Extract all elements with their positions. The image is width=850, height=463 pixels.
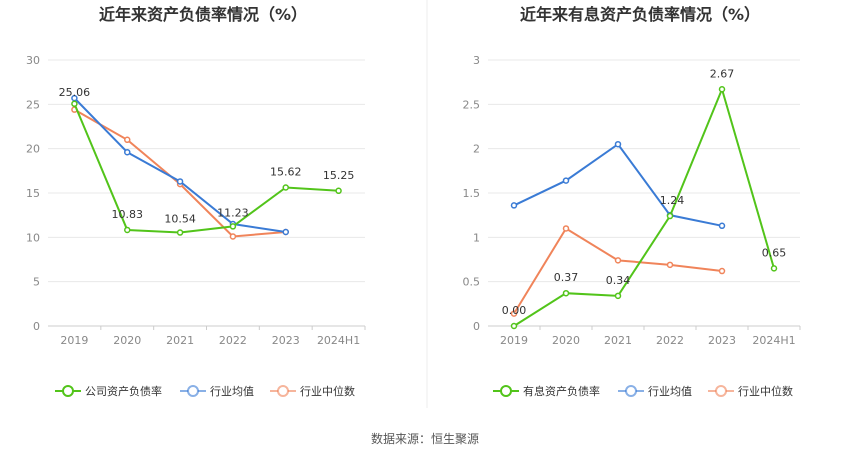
data-label: 10.54 xyxy=(164,213,196,226)
chart-panel-1: 近年来资产负债率情况（%） 0 5 10 15 20 25 30 2019 2020 2021 202… xyxy=(26,5,366,398)
legend-item-1[interactable]: 有息资产负债率 xyxy=(493,384,600,398)
data-label: 25.06 xyxy=(59,86,91,99)
data-point xyxy=(666,261,674,269)
data-label: 15.25 xyxy=(323,169,355,182)
data-point xyxy=(229,233,237,240)
data-label: 0.65 xyxy=(762,246,787,259)
data-point xyxy=(614,292,622,300)
legend-marker xyxy=(187,385,199,397)
data-label: 11.23 xyxy=(217,206,249,219)
data-point xyxy=(510,202,518,209)
chart-title: 近年来资产负债率情况（%） xyxy=(99,5,307,24)
x-tick-label: 2022 xyxy=(219,334,247,347)
data-point xyxy=(282,228,289,236)
y-tick-label: 25 xyxy=(26,98,40,111)
x-tick-label: 2020 xyxy=(552,334,580,347)
data-point xyxy=(335,187,342,195)
legend-item-3[interactable]: 行业中位数 xyxy=(270,384,355,398)
data-point xyxy=(124,136,131,144)
data-label: 0.37 xyxy=(554,271,579,284)
data-label: 0.34 xyxy=(606,274,631,287)
series-line-1 xyxy=(513,86,775,327)
series-line-3 xyxy=(513,227,723,315)
legend-item-2[interactable]: 行业均值 xyxy=(180,385,254,398)
y-tick-label: 5 xyxy=(33,276,40,289)
y-tick-label: 2.5 xyxy=(463,98,481,111)
data-point xyxy=(562,289,570,297)
y-tick-label: 0.5 xyxy=(463,276,481,289)
x-tick-label: 2021 xyxy=(166,334,194,347)
y-tick-label: 10 xyxy=(26,231,40,244)
data-point xyxy=(71,100,78,108)
legend-marker xyxy=(625,385,637,397)
y-tick-label: 0 xyxy=(473,320,480,333)
data-point xyxy=(770,265,778,272)
y-tick-label: 15 xyxy=(26,187,40,200)
y-tick-label: 30 xyxy=(26,54,40,67)
data-point xyxy=(666,212,674,220)
data-label: 2.67 xyxy=(710,67,735,80)
legend-marker xyxy=(715,385,727,397)
data-point xyxy=(718,86,726,93)
legend-marker xyxy=(277,385,289,397)
series-line-1 xyxy=(73,103,339,234)
data-point xyxy=(718,222,726,230)
data-point xyxy=(229,223,237,230)
legend-label: 公司资产负债率 xyxy=(85,384,162,398)
chart-panel-2: 近年来有息资产负债率情况（%） 0 0.5 1 1.5 2 2.5 3 2019 2020 2021… xyxy=(463,5,801,398)
data-point xyxy=(562,225,570,232)
x-tick-label: 2024H1 xyxy=(317,334,360,347)
data-point xyxy=(124,148,131,156)
x-tick-label: 2023 xyxy=(708,334,736,347)
y-tick-label: 1.5 xyxy=(463,187,481,200)
data-point xyxy=(510,322,518,330)
legend-label: 行业中位数 xyxy=(300,384,355,398)
data-source-text: 数据来源：恒生聚源 xyxy=(371,431,479,446)
legend-item-1[interactable]: 公司资产负债率 xyxy=(55,384,162,398)
data-label: 0.00 xyxy=(502,304,527,317)
data-point xyxy=(614,140,622,148)
data-point xyxy=(614,257,622,264)
legend-item-2[interactable]: 行业均值 xyxy=(618,385,692,398)
x-tick-label: 2024H1 xyxy=(752,334,795,347)
data-point xyxy=(176,229,184,236)
x-tick-label: 2019 xyxy=(60,334,88,347)
legend-label: 行业中位数 xyxy=(738,384,793,398)
data-point xyxy=(176,178,184,185)
x-tick-label: 2023 xyxy=(272,334,300,347)
y-tick-label: 1 xyxy=(473,231,480,244)
data-point xyxy=(562,177,570,184)
data-label: 1.24 xyxy=(660,194,685,207)
data-point xyxy=(510,310,518,317)
y-tick-label: 0 xyxy=(33,320,40,333)
data-label: 15.62 xyxy=(270,166,302,179)
y-tick-label: 20 xyxy=(26,143,40,156)
y-tick-label: 2 xyxy=(473,143,480,156)
legend-marker xyxy=(62,385,74,397)
legend-label: 行业均值 xyxy=(210,385,254,398)
x-tick-label: 2022 xyxy=(656,334,684,347)
x-tick-label: 2020 xyxy=(113,334,141,347)
x-tick-label: 2021 xyxy=(604,334,632,347)
x-tick-label: 2019 xyxy=(500,334,528,347)
data-point xyxy=(718,267,726,275)
y-tick-label: 3 xyxy=(473,54,480,67)
data-label: 10.83 xyxy=(112,208,144,221)
data-point xyxy=(124,226,131,234)
legend-label: 有息资产负债率 xyxy=(523,384,600,398)
legend-label: 行业均值 xyxy=(648,385,692,398)
data-point xyxy=(282,184,289,191)
chart-title: 近年来有息资产负债率情况（%） xyxy=(520,5,760,24)
legend-marker xyxy=(500,385,512,397)
series-line-2 xyxy=(513,142,723,227)
legend-item-3[interactable]: 行业中位数 xyxy=(708,384,793,398)
